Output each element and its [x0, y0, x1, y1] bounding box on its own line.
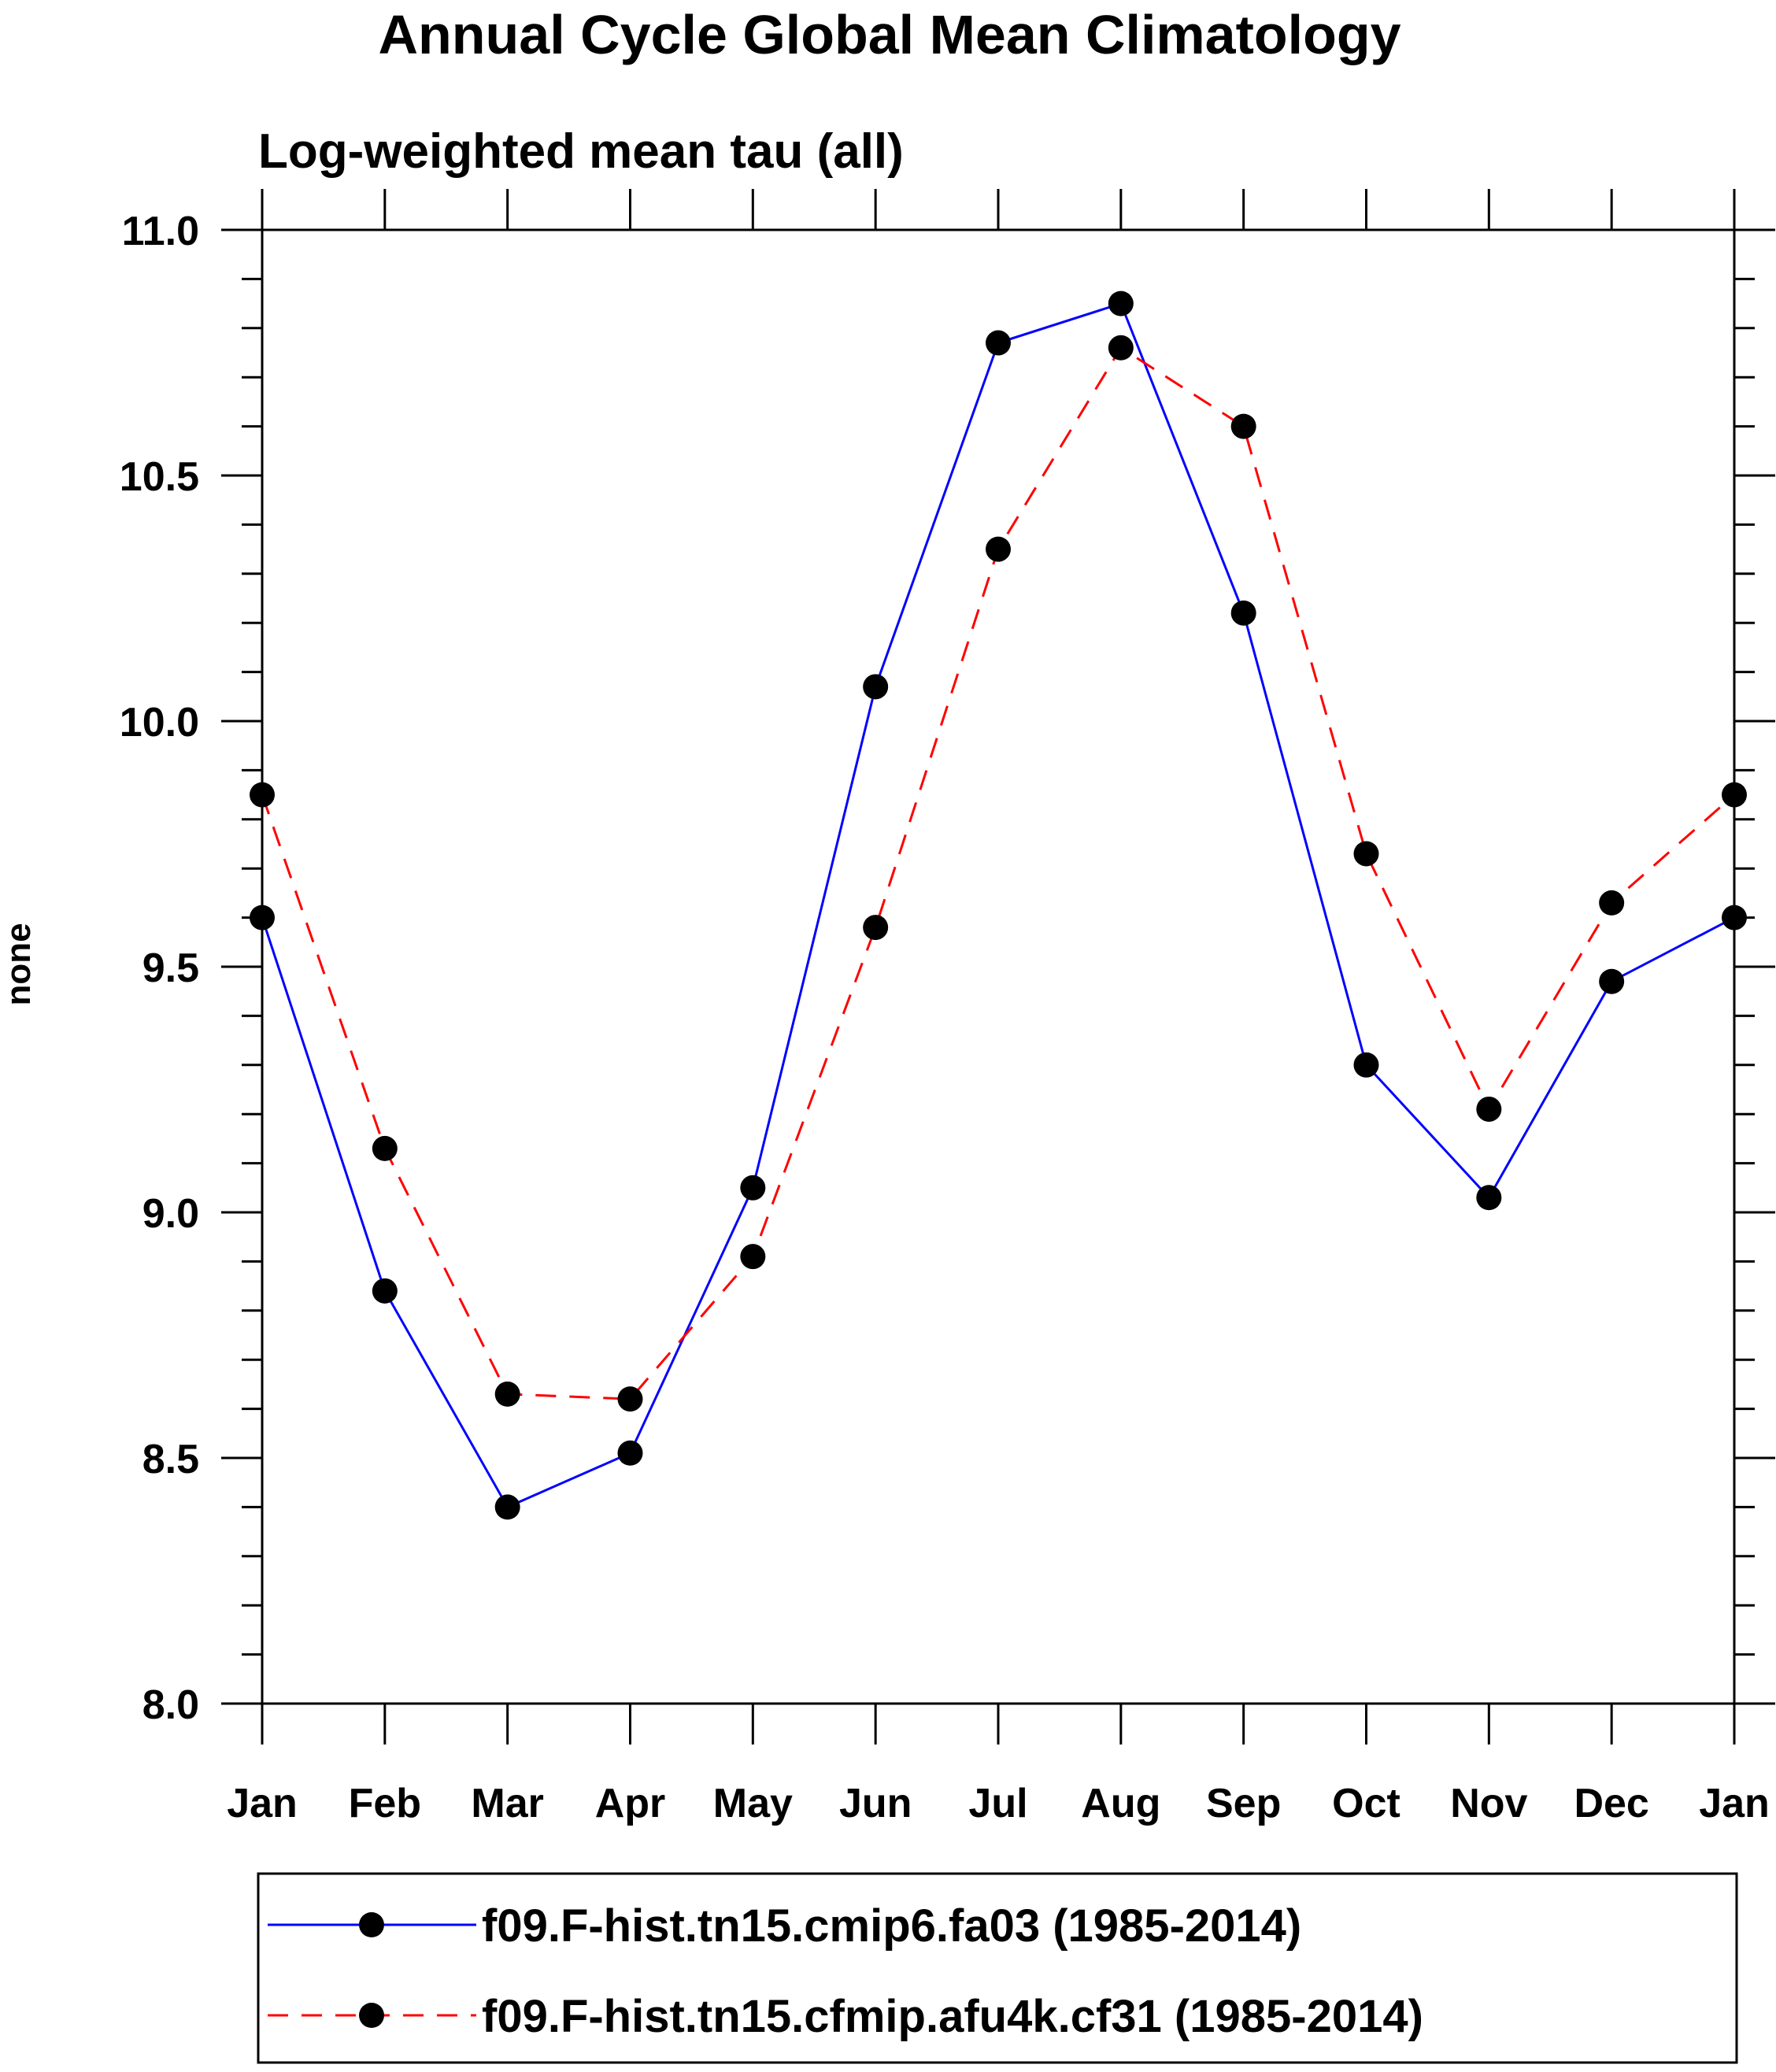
chart-title: Annual Cycle Global Mean Climatology: [378, 4, 1400, 65]
series-2-point: [1722, 782, 1747, 808]
series-2-point: [863, 915, 889, 941]
x-tick-label: Jul: [968, 1781, 1027, 1826]
series-1-point: [1230, 600, 1256, 626]
series-1-point: [372, 1278, 398, 1304]
x-tick-label: Jan: [227, 1781, 298, 1826]
y-tick-label: 10.5: [120, 454, 199, 500]
series-2-point: [250, 782, 275, 808]
y-axis-label: none: [0, 923, 38, 1005]
series-1-point: [986, 330, 1011, 356]
y-tick-label: 8.5: [142, 1437, 199, 1482]
x-tick-label: Oct: [1332, 1781, 1400, 1826]
y-tick-label: 9.5: [142, 945, 199, 991]
series-2-point: [1599, 890, 1625, 916]
y-tick-label: 9.0: [142, 1191, 199, 1237]
series-1-point: [617, 1440, 643, 1466]
series-1-point: [494, 1494, 520, 1520]
series-1-point: [1599, 968, 1625, 994]
legend-1-label: f09.F-hist.tn15.cmip6.fa03 (1985-2014): [482, 1900, 1301, 1952]
legend: f09.F-hist.tn15.cmip6.fa03 (1985-2014) f0…: [257, 1872, 1738, 2064]
chart-subtitle: Log-weighted mean tau (all): [258, 124, 904, 179]
series-2-point: [1476, 1096, 1502, 1122]
series-1-point: [1476, 1185, 1502, 1211]
series-2-point: [1230, 413, 1256, 439]
series-2-point: [740, 1244, 766, 1270]
legend-2-marker: [359, 2003, 384, 2028]
series-2-point: [372, 1135, 398, 1161]
x-tick-label: Nov: [1450, 1781, 1527, 1826]
x-tick-label: Apr: [595, 1781, 666, 1826]
series-1-point: [740, 1175, 766, 1201]
series-2-point: [494, 1381, 520, 1407]
series-1-point: [1108, 290, 1134, 316]
series-1-point: [1722, 905, 1747, 931]
x-tick-label: Mar: [471, 1781, 543, 1826]
series-1-point: [250, 905, 275, 931]
axes: 8.0 8.5 9.0 9.5 10.0 10.5 11.0 Jan Feb Mar Apr May J…: [120, 189, 1775, 1826]
series-1-point: [1353, 1052, 1379, 1078]
x-tick-label: Aug: [1081, 1781, 1160, 1826]
series-1-line: [261, 302, 1735, 1509]
series-layer: [250, 290, 1747, 1520]
legend-2-label: f09.F-hist.tn15.cfmip.afu4k.cf31 (1985-2…: [482, 1991, 1423, 2042]
x-tick-label: Jun: [839, 1781, 912, 1826]
y-tick-label: 10.0: [120, 700, 199, 746]
x-tick-label: Dec: [1574, 1781, 1648, 1826]
x-tick-label: May: [713, 1781, 793, 1826]
plot-frame: [261, 228, 1736, 1705]
y-tick-label: 11.0: [122, 209, 199, 254]
x-tick-label: Feb: [349, 1781, 421, 1826]
legend-1-marker: [359, 1912, 384, 1937]
series-2-point: [1108, 335, 1134, 361]
series-2-point: [617, 1386, 643, 1412]
series-2-point: [1353, 841, 1379, 867]
x-tick-label: Sep: [1206, 1781, 1281, 1826]
series-2-point: [986, 536, 1011, 562]
series-2-line: [261, 346, 1735, 1400]
legend-box: [257, 1872, 1738, 2064]
y-tick-label: 8.0: [142, 1682, 199, 1728]
x-tick-label: Jan: [1699, 1781, 1770, 1826]
series-1-point: [863, 674, 889, 700]
